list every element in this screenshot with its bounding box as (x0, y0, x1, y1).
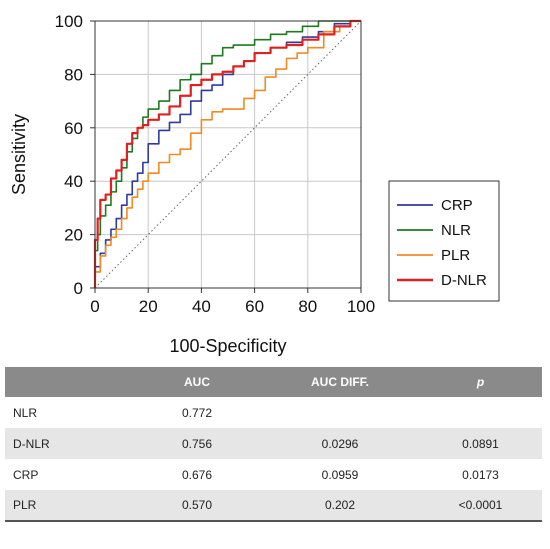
p-cell: <0.0001 (458, 498, 503, 512)
table-header-auc: AUC (184, 375, 210, 389)
x-tick-label: 100 (347, 297, 375, 316)
y-tick-label: 60 (64, 119, 83, 138)
table-row: D-NLR 0.756 0.0296 0.0891 (5, 428, 542, 459)
legend-label-nlr: NLR (441, 222, 471, 239)
x-axis-ticks: 0 20 40 60 80 100 (90, 288, 375, 316)
roc-curve-d-nlr (93, 19, 361, 288)
table-header-auc-diff: AUC DIFF. (311, 375, 369, 389)
x-tick-label: 20 (139, 297, 158, 316)
auc-diff-cell: 0.202 (324, 498, 356, 512)
y-tick-label: 20 (64, 226, 83, 245)
x-tick-label: 80 (298, 297, 317, 316)
x-tick-label: 40 (192, 297, 211, 316)
p-cell: 0.0173 (462, 467, 499, 482)
p-cell: 0.0891 (462, 436, 499, 451)
roc-curves (93, 19, 361, 288)
roc-chart: 0 20 40 60 80 100 0 20 40 60 80 100 100-Specificit… (9, 12, 500, 356)
roc-curve-crp (94, 20, 361, 288)
y-tick-label: 80 (64, 65, 83, 84)
y-tick-label: 100 (55, 12, 83, 31)
x-axis-title: 100-Specificity (169, 336, 286, 356)
table-row: CRP 0.676 0.0959 0.0173 (5, 459, 542, 490)
auc-diff-cell (261, 397, 419, 428)
row-label: PLR (13, 498, 37, 512)
x-tick-label: 60 (245, 297, 264, 316)
table-row: NLR 0.772 (5, 397, 542, 428)
auc-comparison-table: AUC AUC DIFF. p NLR 0.772 D-NLR 0.756 0.… (5, 367, 542, 522)
row-label: NLR (13, 405, 38, 420)
reference-diagonal-line (94, 20, 362, 289)
auc-cell: 0.676 (181, 467, 213, 482)
x-tick-label: 0 (90, 297, 99, 316)
legend: CRP NLR PLR D-NLR (388, 180, 500, 302)
y-tick-label: 0 (74, 279, 83, 298)
plot-frame (94, 20, 362, 289)
auc-cell: 0.570 (181, 498, 213, 512)
y-tick-label: 40 (64, 172, 83, 191)
legend-label-crp: CRP (441, 197, 473, 214)
p-cell (419, 397, 542, 428)
table-header-label (5, 367, 133, 397)
legend-label-d-nlr: D-NLR (441, 272, 487, 289)
y-axis-ticks: 0 20 40 60 80 100 (55, 12, 95, 298)
auc-cell: 0.756 (181, 436, 213, 451)
legend-label-plr: PLR (441, 247, 470, 264)
row-label: D-NLR (13, 436, 50, 451)
row-label: CRP (13, 467, 39, 482)
roc-curve-plr (94, 20, 361, 288)
auc-diff-cell: 0.0296 (321, 436, 359, 451)
auc-diff-cell: 0.0959 (321, 467, 359, 482)
table-header-p: p (476, 375, 485, 389)
table-row: PLR 0.570 0.202 <0.0001 (5, 490, 542, 521)
y-axis-title: Sensitivity (9, 114, 29, 195)
auc-cell: 0.772 (181, 405, 213, 420)
table-header-row: AUC AUC DIFF. p (5, 367, 542, 397)
